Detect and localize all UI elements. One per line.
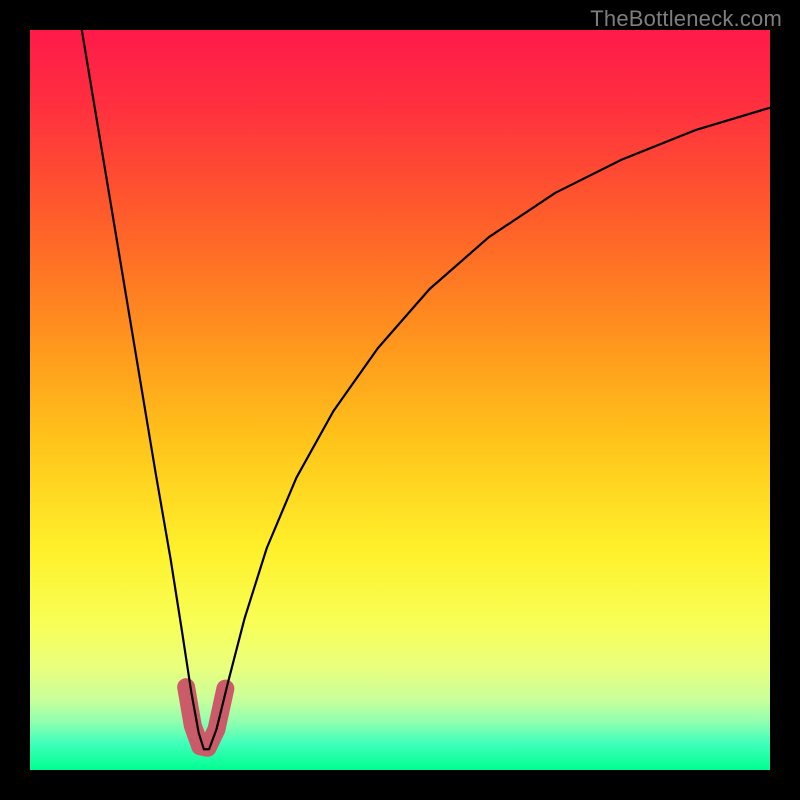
chart-frame: TheBottleneck.com — [0, 0, 800, 800]
gradient-background — [30, 30, 770, 770]
plot-area — [30, 30, 770, 770]
watermark-label: TheBottleneck.com — [590, 6, 782, 32]
bottleneck-curve-chart — [30, 30, 770, 770]
